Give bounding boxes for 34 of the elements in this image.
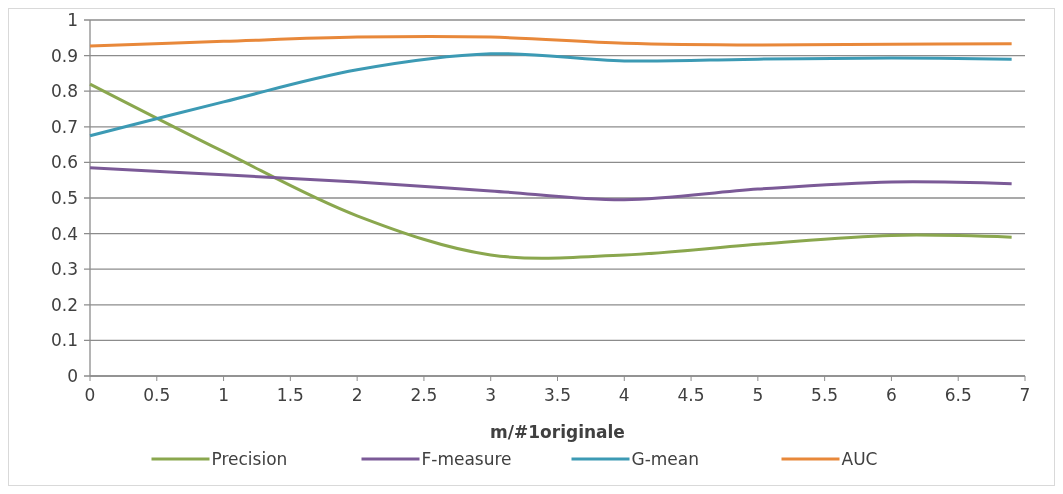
x-tick-label: 0.5 [143, 385, 171, 405]
x-tick-label: 3 [485, 385, 497, 405]
x-tick-label: 3.5 [543, 385, 572, 405]
y-tick-label: 0.4 [50, 223, 78, 244]
x-tick-label: 5 [752, 385, 764, 405]
x-axis-title: m/#1originale [490, 422, 625, 442]
x-tick-label: 4 [618, 385, 630, 405]
legend-label: G-mean [631, 449, 700, 469]
line-series [88, 166, 1014, 202]
y-tick-label: 0.5 [50, 188, 78, 208]
y-tick-label: 0.9 [50, 45, 78, 66]
y-tick-label: 1 [67, 10, 78, 30]
y-tick-label: 0.1 [50, 330, 78, 351]
x-tick-label: 2.5 [410, 385, 438, 405]
x-tick-label: 1.5 [276, 385, 304, 405]
x-tick-label: 5.5 [811, 385, 839, 405]
x-tick-label: 1 [218, 385, 229, 405]
y-tick-label: 0.6 [50, 152, 78, 173]
legend-label: Precision [211, 449, 288, 469]
x-tick-label: 6.5 [944, 385, 972, 405]
legend-label: AUC [841, 449, 878, 469]
line-series [88, 52, 1014, 138]
y-tick-label: 0.7 [50, 116, 78, 137]
y-tick-label: 0.8 [50, 81, 78, 102]
y-tick-label: 0.3 [50, 259, 78, 280]
legend-label: F-measure [421, 449, 512, 469]
x-tick-label: 7 [1019, 385, 1031, 405]
x-tick-label: 6 [886, 385, 897, 405]
y-tick-label: 0.2 [50, 294, 78, 315]
line-series [88, 34, 1014, 48]
y-tick-label: 0 [67, 366, 78, 386]
x-tick-label: 4.5 [677, 385, 705, 405]
x-tick-label: 2 [351, 385, 363, 405]
x-tick-label: 0 [84, 385, 96, 405]
